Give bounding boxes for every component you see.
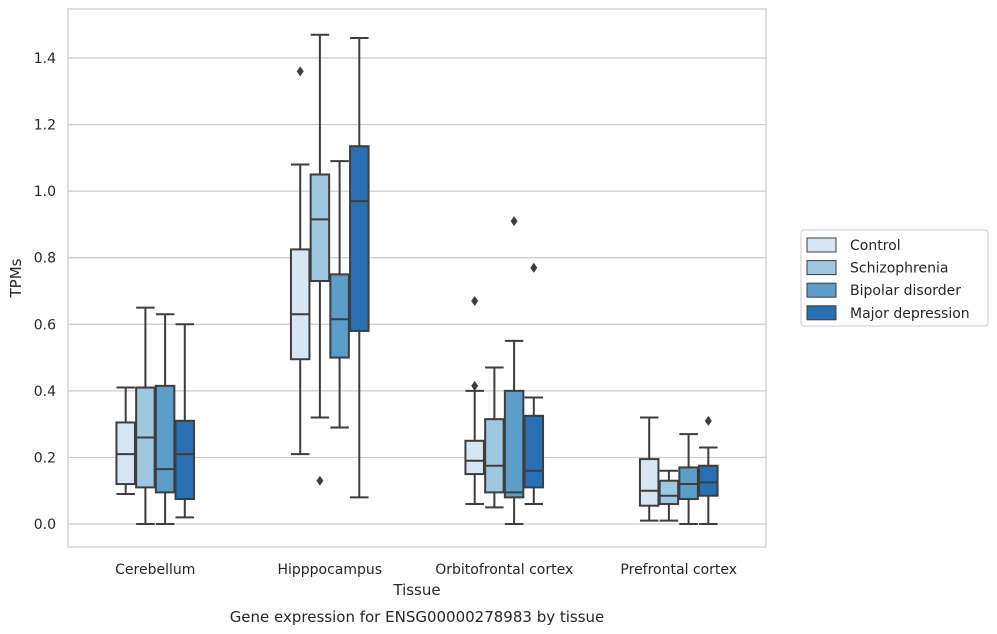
box-schizophrenia	[309, 33, 331, 486]
box-body	[329, 273, 350, 359]
box-schizophrenia	[135, 306, 156, 525]
box-plot-marks	[115, 33, 719, 525]
x-tick-label: Hipppocampus	[277, 562, 382, 578]
box-body	[289, 248, 311, 361]
box-body	[309, 173, 331, 283]
box-body	[349, 145, 370, 332]
box-bipolar-disorder	[329, 160, 350, 429]
y-tick-label: 0.0	[34, 517, 56, 533]
legend-swatch	[806, 305, 837, 321]
legend: Control Schizophrenia Bipolar disorder Majo…	[800, 229, 989, 327]
legend-label: Major depression	[850, 306, 970, 322]
y-tick-labels: 0.0 0.2 0.4 0.6 0.8 1.0 1.2 1.4	[34, 51, 56, 533]
box-major-depression	[349, 37, 370, 499]
box-bipolar-disorder	[154, 313, 176, 525]
box-body	[464, 439, 485, 476]
outlier-point	[471, 380, 479, 391]
box-body	[523, 414, 545, 489]
y-axis-label: TPMs	[7, 258, 25, 298]
legend-swatch	[806, 237, 837, 253]
box-major-depression	[174, 323, 196, 519]
box-major-depression	[698, 415, 719, 525]
legend-frame	[800, 229, 989, 327]
box-body	[174, 419, 196, 501]
box-major-depression	[523, 262, 545, 506]
y-tick-label: 0.6	[34, 317, 56, 333]
box-body	[154, 384, 176, 494]
x-tick-label: Orbitofrontal cortex	[435, 562, 573, 578]
chart-title: Gene expression for ENSG00000278983 by t…	[230, 608, 605, 626]
outlier-point	[530, 262, 538, 273]
box-control	[464, 295, 485, 506]
box-control	[289, 66, 311, 456]
y-tick-label: 1.4	[34, 51, 56, 67]
y-tick-label: 0.8	[34, 251, 56, 267]
outlier-point	[510, 216, 518, 227]
outlier-point	[296, 66, 304, 77]
box-body	[698, 464, 719, 497]
legend-swatch	[806, 260, 837, 276]
outlier-point	[316, 475, 324, 486]
box-body	[503, 389, 525, 499]
x-tick-label: Prefrontal cortex	[620, 562, 737, 578]
legend-label: Schizophrenia	[850, 261, 948, 277]
outlier-point	[471, 295, 479, 306]
legend-label: Control	[850, 238, 901, 254]
box-schizophrenia	[484, 366, 505, 509]
box-body	[658, 479, 680, 506]
y-tick-label: 0.2	[34, 450, 56, 466]
outlier-point	[704, 415, 712, 426]
box-body	[638, 458, 660, 507]
box-body	[484, 418, 505, 494]
x-axis-label: Tissue	[392, 581, 440, 599]
y-tick-label: 1.2	[34, 118, 56, 134]
box-control	[638, 416, 660, 522]
legend-swatch	[806, 282, 837, 298]
y-tick-label: 0.4	[34, 384, 56, 400]
box-bipolar-disorder	[678, 433, 699, 525]
box-bipolar-disorder	[503, 216, 525, 525]
box-control	[115, 386, 136, 496]
plot-frame	[67, 8, 767, 548]
legend-label: Bipolar disorder	[850, 283, 961, 299]
box-schizophrenia	[658, 469, 680, 522]
x-tick-label: Cerebellum	[115, 562, 195, 578]
y-tick-label: 1.0	[34, 184, 56, 200]
x-tick-labels: Cerebellum Hipppocampus Orbitofrontal cort…	[115, 562, 737, 578]
